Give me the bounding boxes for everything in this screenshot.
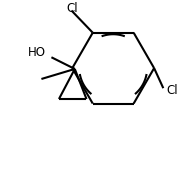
Text: Cl: Cl bbox=[167, 84, 178, 97]
Text: HO: HO bbox=[28, 46, 46, 59]
Text: Cl: Cl bbox=[66, 2, 78, 15]
